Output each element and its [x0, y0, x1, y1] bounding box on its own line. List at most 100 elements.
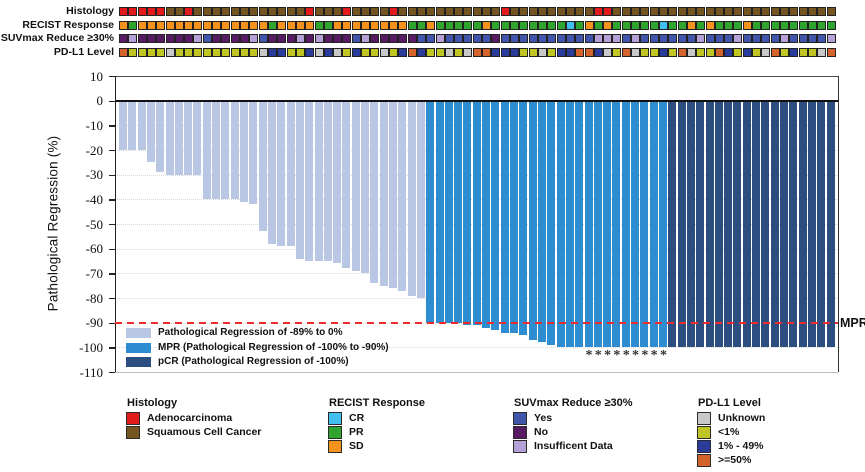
legend-swatch	[697, 440, 711, 453]
histology-square	[807, 7, 817, 16]
histology-square	[612, 7, 622, 16]
pdl1-square	[165, 48, 175, 57]
suvmax-square	[789, 34, 799, 44]
suvmax-square	[724, 34, 734, 44]
pdl1-square	[351, 48, 361, 57]
y-axis-title: Pathological Regression (%)	[45, 135, 61, 312]
suvmax-square	[240, 34, 250, 44]
histology-square	[603, 7, 613, 16]
pdl1-square	[537, 48, 547, 57]
recist-square	[528, 20, 538, 30]
pdl1-square	[314, 48, 324, 57]
pdl1-square	[388, 48, 398, 57]
suvmax-square	[500, 34, 510, 44]
pdl1-square	[323, 48, 333, 57]
pdl1-square	[658, 48, 668, 57]
patient-bar	[677, 101, 686, 348]
suvmax-square	[267, 34, 277, 44]
suvmax-square	[593, 34, 603, 44]
pdl1-square	[742, 48, 752, 57]
recist-square	[798, 20, 808, 30]
recist-square	[146, 20, 156, 30]
y-axis-line	[115, 76, 117, 372]
pdl1-square	[398, 48, 408, 57]
suvmax-square	[314, 34, 324, 44]
y-tick-label: -80	[85, 290, 103, 306]
y-tick-mark	[109, 199, 115, 201]
recist-square	[761, 20, 771, 30]
patient-bar	[575, 101, 584, 348]
pdl1-square	[584, 48, 594, 57]
histology-square	[286, 7, 296, 16]
pdl1-square	[593, 48, 603, 57]
suvmax-square	[137, 34, 147, 44]
pdl1-square	[202, 48, 212, 57]
recist-square	[416, 20, 426, 30]
suvmax-square	[575, 34, 585, 44]
recist-square	[482, 20, 492, 30]
pdl1-square	[789, 48, 799, 57]
pdl1-square	[305, 48, 315, 57]
pdl1-square	[221, 48, 231, 57]
patient-bar	[249, 101, 258, 205]
patient-bar	[119, 101, 127, 150]
patient-bar	[305, 101, 314, 261]
patient-bar	[547, 101, 556, 345]
legend-swatch	[513, 426, 527, 439]
patient-bar	[230, 101, 239, 200]
asterisk-marker: *	[632, 348, 640, 363]
pdl1-square	[416, 48, 426, 57]
recist-square	[379, 20, 389, 30]
suvmax-square	[193, 34, 203, 44]
patient-bar	[705, 101, 714, 348]
legend-item-label: Unknown	[718, 412, 766, 424]
patient-bar	[472, 101, 481, 326]
pdl1-square	[612, 48, 622, 57]
mpr-reference-line	[115, 321, 838, 324]
histology-square	[230, 7, 240, 16]
histology-square	[128, 7, 138, 16]
y-tick-mark	[109, 248, 115, 251]
histology-square	[789, 7, 799, 16]
histology-square	[500, 7, 510, 16]
histology-square	[454, 7, 464, 16]
recist-square	[221, 20, 231, 30]
patient-bar	[519, 101, 528, 335]
patient-bar	[742, 101, 751, 348]
y-tick-mark	[109, 273, 115, 275]
patient-bar	[361, 101, 370, 274]
recist-square	[621, 20, 631, 30]
histology-square	[528, 7, 538, 16]
recist-square	[770, 20, 780, 30]
recist-square	[314, 20, 324, 30]
y-tick-label: -60	[85, 241, 103, 257]
y-tick-mark	[109, 224, 115, 226]
histology-square	[416, 7, 426, 16]
histology-square	[696, 7, 706, 16]
recist-square	[277, 20, 287, 30]
pdl1-square	[379, 48, 389, 57]
pdl1-square	[556, 48, 566, 57]
pdl1-square	[156, 48, 166, 57]
patient-bar	[295, 101, 304, 259]
pdl1-square	[128, 48, 138, 57]
recist-square	[537, 20, 547, 30]
recist-square	[649, 20, 659, 30]
histology-square	[323, 7, 333, 16]
recist-square	[119, 20, 128, 30]
pdl1-square	[174, 48, 184, 57]
patient-bar	[174, 101, 183, 175]
pdl1-square	[184, 48, 194, 57]
legend-group-title: SUVmax Reduce ≥30%	[514, 397, 633, 409]
patient-bar	[565, 101, 574, 348]
histology-square	[119, 7, 128, 16]
patient-bar	[435, 101, 444, 323]
recist-square	[696, 20, 706, 30]
histology-square	[510, 7, 520, 16]
pdl1-square	[482, 48, 492, 57]
asterisk-marker: *	[650, 348, 658, 363]
histology-square	[342, 7, 352, 16]
pdl1-square	[817, 48, 827, 57]
pdl1-square	[705, 48, 715, 57]
pdl1-square	[696, 48, 706, 57]
